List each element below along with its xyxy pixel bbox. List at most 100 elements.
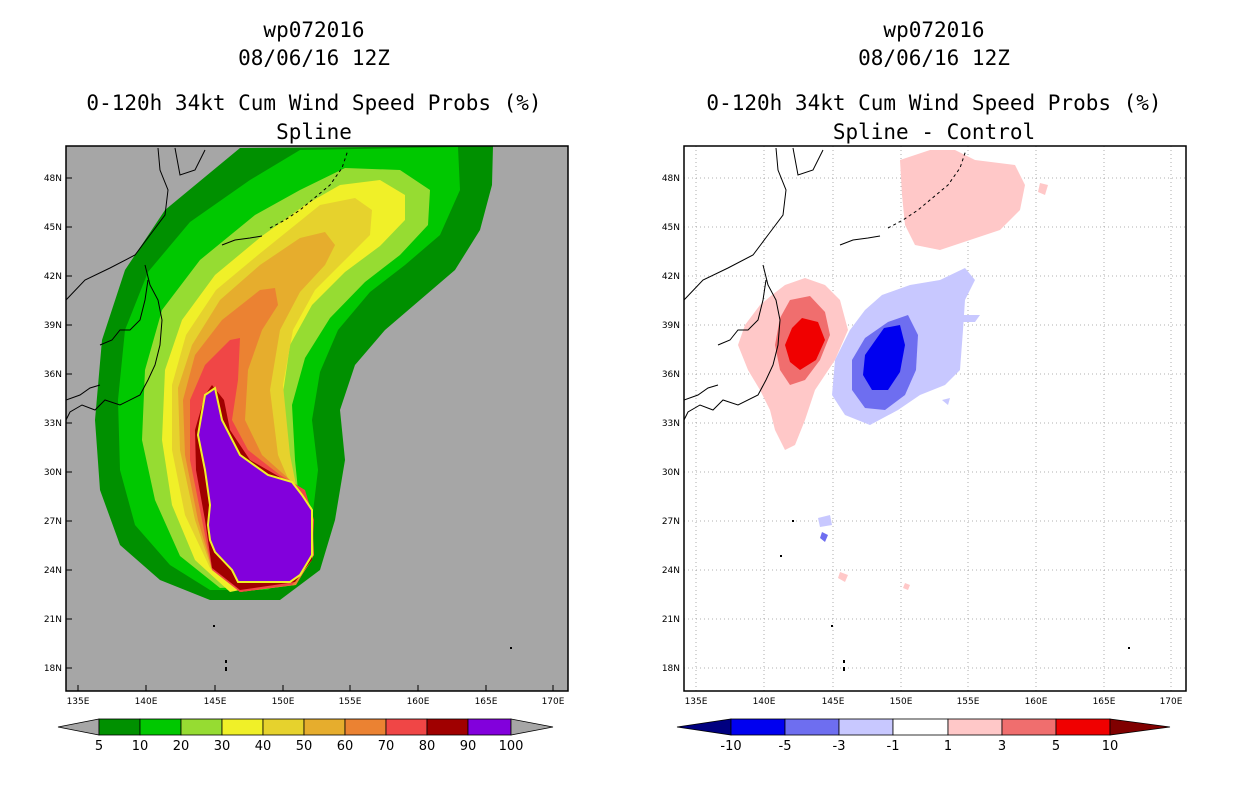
colorbar-swatch	[98, 718, 141, 736]
map-frame	[683, 145, 1187, 692]
colorbar-swatch	[221, 718, 264, 736]
left-map-panel: 48N 45N 42N 39N 36N 33N 30N 27N 24N 21N …	[44, 145, 569, 754]
colorbar-swatch	[303, 718, 346, 736]
colorbar-swatch	[180, 718, 223, 736]
axis-label: 100	[499, 739, 524, 754]
gridlines	[684, 146, 1186, 691]
left-product-title: 0-120h 34kt Cum Wind Speed Probs (%)	[86, 91, 542, 115]
axis-label: 50	[296, 739, 313, 754]
axis-label: 30	[214, 739, 231, 754]
right-subtitle: Spline - Control	[832, 120, 1036, 144]
left-storm-id: wp072016	[263, 18, 365, 42]
colorbar-swatch	[892, 718, 949, 736]
colorbar-swatch	[344, 718, 387, 736]
colorbar-swatch	[1109, 718, 1171, 736]
lon-labels: 135E 140E 145E 150E 155E 160E 165E 170E	[67, 697, 565, 707]
probability-contours	[95, 146, 493, 600]
right-map-panel: 48N 45N 42N 39N 36N 33N 30N 27N 24N 21N …	[662, 145, 1187, 754]
right-colorbar-labels: -10 -5 -3 -1 1 3 5 10	[720, 739, 1118, 754]
axis-label: 27N	[662, 517, 680, 527]
axis-label: 42N	[44, 272, 62, 282]
axis-label: 160E	[1025, 697, 1048, 707]
axis-label: 42N	[662, 272, 680, 282]
axis-label: 10	[1102, 739, 1119, 754]
axis-label: 170E	[542, 697, 565, 707]
axis-label: 30N	[662, 468, 680, 478]
axis-label: 150E	[890, 697, 913, 707]
right-datetime: 08/06/16 12Z	[858, 46, 1010, 70]
small-islands	[213, 625, 512, 671]
axis-label: -1	[887, 739, 900, 754]
colorbar-swatch	[467, 718, 512, 736]
axis-label: 135E	[685, 697, 708, 707]
axis-label: 170E	[1160, 697, 1183, 707]
axis-label: 145E	[822, 697, 845, 707]
small-islands	[780, 520, 1130, 671]
axis-label: 60	[337, 739, 354, 754]
axis-label: 48N	[662, 174, 680, 184]
axis-label: 39N	[44, 321, 62, 331]
axis-label: 5	[95, 739, 103, 754]
axis-label: -3	[833, 739, 846, 754]
colorbar-swatch	[139, 718, 182, 736]
axis-label: -5	[779, 739, 792, 754]
axis-label: 24N	[662, 566, 680, 576]
colorbar-swatch	[1001, 718, 1057, 736]
axis-label: 140E	[135, 697, 158, 707]
difference-contours	[738, 150, 1048, 590]
coastlines	[66, 147, 349, 421]
axis-label: 48N	[44, 174, 62, 184]
colorbar-swatch	[57, 718, 100, 736]
map-frame	[65, 145, 569, 692]
axis-label: 45N	[662, 223, 680, 233]
axis-label: 36N	[662, 370, 680, 380]
left-colorbar-labels: 5 10 20 30 40 50 60 70 80 90 100	[95, 739, 524, 754]
right-product-title: 0-120h 34kt Cum Wind Speed Probs (%)	[706, 91, 1162, 115]
left-subtitle: Spline	[276, 120, 352, 144]
axis-label: 20	[173, 739, 190, 754]
right-colorbar	[676, 718, 1171, 736]
axis-label: 45N	[44, 223, 62, 233]
left-colorbar	[57, 718, 554, 736]
colorbar-swatch	[784, 718, 840, 736]
axis-label: 155E	[957, 697, 980, 707]
axis-label: 70	[378, 739, 395, 754]
axis-label: -10	[720, 739, 741, 754]
lat-labels: 48N 45N 42N 39N 36N 33N 30N 27N 24N 21N …	[662, 174, 680, 674]
colorbar-swatch	[838, 718, 894, 736]
axis-label: 39N	[662, 321, 680, 331]
colorbar-swatch	[262, 718, 305, 736]
lon-labels: 135E 140E 145E 150E 155E 160E 165E 170E	[685, 697, 1183, 707]
axis-label: 150E	[272, 697, 295, 707]
axis-label: 33N	[44, 419, 62, 429]
colorbar-swatch	[385, 718, 428, 736]
axis-label: 27N	[44, 517, 62, 527]
axis-label: 18N	[662, 664, 680, 674]
map-ticks	[66, 177, 554, 691]
axis-label: 3	[998, 739, 1006, 754]
coastlines	[684, 147, 967, 421]
colorbar-swatch	[426, 718, 469, 736]
axis-label: 165E	[1093, 697, 1116, 707]
axis-label: 165E	[475, 697, 498, 707]
axis-label: 10	[132, 739, 149, 754]
axis-label: 21N	[44, 615, 62, 625]
axis-label: 30N	[44, 468, 62, 478]
colorbar-swatch	[510, 718, 554, 736]
left-datetime: 08/06/16 12Z	[238, 46, 390, 70]
axis-label: 80	[419, 739, 436, 754]
axis-label: 1	[944, 739, 952, 754]
axis-label: 24N	[44, 566, 62, 576]
axis-label: 5	[1052, 739, 1060, 754]
axis-label: 160E	[407, 697, 430, 707]
axis-label: 18N	[44, 664, 62, 674]
colorbar-swatch	[1055, 718, 1111, 736]
axis-label: 21N	[662, 615, 680, 625]
lat-labels: 48N 45N 42N 39N 36N 33N 30N 27N 24N 21N …	[44, 174, 62, 674]
axis-label: 90	[460, 739, 477, 754]
axis-label: 140E	[753, 697, 776, 707]
right-storm-id: wp072016	[883, 18, 985, 42]
axis-label: 36N	[44, 370, 62, 380]
colorbar-swatch	[947, 718, 1003, 736]
colorbar-swatch	[676, 718, 732, 736]
